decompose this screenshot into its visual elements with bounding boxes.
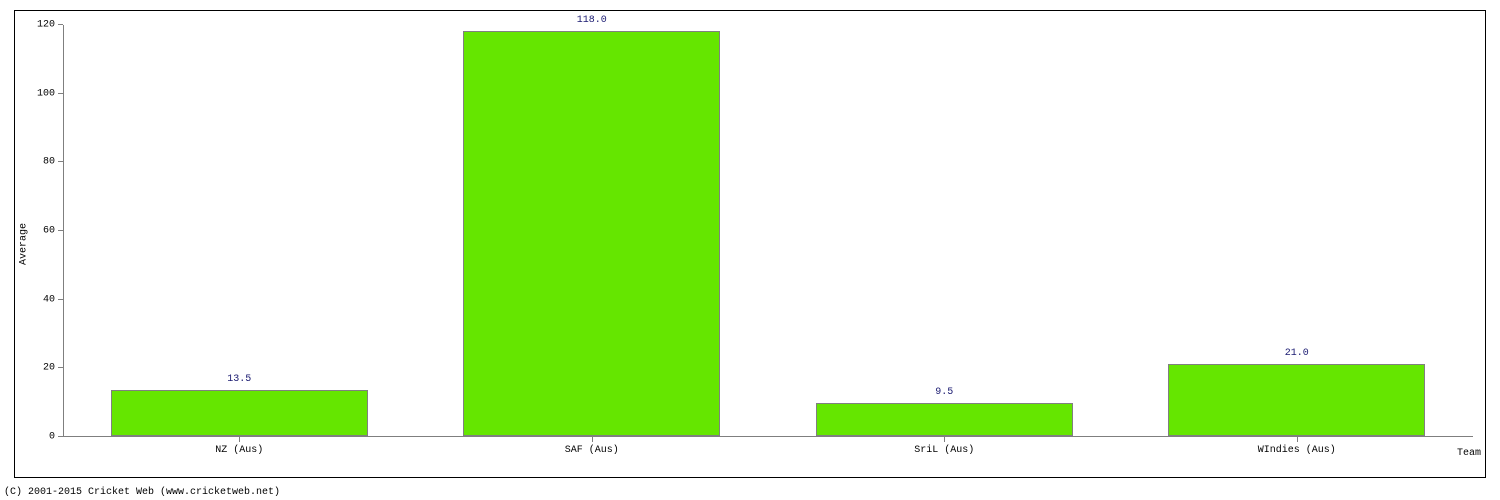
y-tick — [58, 299, 63, 300]
y-tick — [58, 93, 63, 94]
x-tick — [239, 437, 240, 442]
bar-value-label: 13.5 — [227, 374, 251, 385]
y-tick-label: 120 — [37, 20, 55, 31]
x-tick-label: SriL (Aus) — [914, 445, 974, 456]
x-tick — [592, 437, 593, 442]
x-tick-label: NZ (Aus) — [215, 445, 263, 456]
y-tick-label: 40 — [43, 294, 55, 305]
y-tick-label: 20 — [43, 363, 55, 374]
y-tick-label: 100 — [37, 88, 55, 99]
bar-value-label: 9.5 — [935, 387, 953, 398]
bar: 13.5 — [111, 390, 368, 436]
bar-value-label: 118.0 — [577, 15, 607, 26]
x-tick-label: SAF (Aus) — [565, 445, 619, 456]
x-tick — [1297, 437, 1298, 442]
y-tick-label: 60 — [43, 226, 55, 237]
y-axis-title: Average — [19, 223, 30, 265]
y-axis-line — [63, 25, 64, 437]
x-tick — [944, 437, 945, 442]
bar: 118.0 — [463, 31, 720, 436]
bar-value-label: 21.0 — [1285, 348, 1309, 359]
chart-container: Average 0 20 40 60 80 100 120 13.5 118.0 9.5 21.0… — [14, 10, 1486, 478]
y-tick — [58, 436, 63, 437]
copyright-text: (C) 2001-2015 Cricket Web (www.cricketwe… — [4, 487, 280, 498]
bar: 9.5 — [816, 403, 1073, 436]
y-tick — [58, 161, 63, 162]
y-tick — [58, 230, 63, 231]
bar: 21.0 — [1168, 364, 1425, 436]
y-tick-label: 80 — [43, 157, 55, 168]
x-axis-title: Team — [1457, 448, 1481, 459]
x-tick-label: WIndies (Aus) — [1258, 445, 1336, 456]
plot-area: 020406080100120 13.5118.09.521.0 NZ (Aus… — [63, 25, 1473, 437]
x-axis-line — [63, 436, 1473, 437]
y-tick — [58, 24, 63, 25]
y-tick-label: 0 — [49, 432, 55, 443]
y-tick — [58, 367, 63, 368]
